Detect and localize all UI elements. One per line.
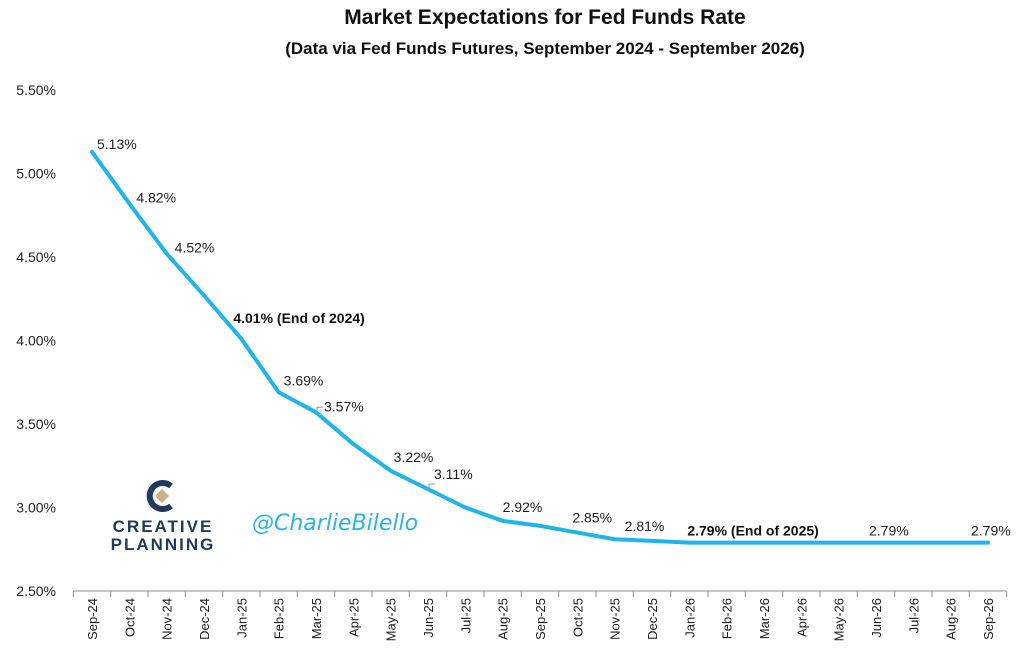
data-point [799,541,803,545]
data-point [650,539,654,543]
x-tick-label: Aug-26 [944,598,959,640]
data-label: 2.79% (End of 2025) [687,523,819,539]
data-label: 3.22% [394,449,434,465]
axes: 2.50% 3.00% 3.50% 4.00% 4.50% 5.00% 5.50% Sep-2… [16,82,1008,641]
data-label: 2.79% [971,523,1011,539]
y-tick-label: 3.50% [16,416,56,432]
data-point [277,390,281,394]
x-tick-label: Jun-25 [421,598,436,638]
data-point [986,541,990,545]
data-point [762,541,766,545]
chart-subtitle: (Data via Fed Funds Futures, September 2… [285,39,805,58]
data-label: 2.85% [572,510,612,526]
data-point [239,337,243,341]
x-tick-label: Nov-24 [160,598,175,640]
data-point [389,469,393,473]
y-tick-label: 5.00% [16,166,56,182]
data-point [874,541,878,545]
data-label: 4.01% (End of 2024) [233,310,364,326]
chart-title: Market Expectations for Fed Funds Rate [344,6,745,29]
x-tick-label: Nov-25 [608,598,623,640]
x-tick-label: Aug-25 [496,598,511,640]
series-layer [90,149,990,545]
data-point [501,519,505,523]
creative-planning-logo-icon [146,480,173,512]
data-label: 2.92% [503,499,543,515]
x-tick-label: Sep-24 [85,598,100,640]
x-tick-label: Dec-24 [197,598,212,640]
data-point [463,506,467,509]
data-point [426,487,430,491]
data-point [687,541,691,545]
data-point [911,541,915,545]
x-tick-label: Jul-26 [906,598,921,633]
y-tick-label: 5.50% [16,82,56,98]
leader-line [316,406,323,412]
x-tick-label: May-26 [832,598,847,641]
author-handle: @CharlieBilello [252,511,418,536]
x-tick-label: Oct-24 [122,598,137,637]
x-tick-label: Jan-26 [682,598,697,638]
data-point [949,541,953,545]
data-label: 4.82% [136,190,176,206]
x-tick-label: May-25 [384,598,399,641]
data-point [575,531,579,535]
data-point [613,537,617,541]
data-point [725,541,729,545]
x-tick-label: Oct-25 [570,598,585,637]
data-point [127,202,131,206]
data-label: 2.81% [625,518,665,534]
data-label: 3.57% [324,398,364,414]
x-tick-label: Apr-25 [346,598,361,637]
data-point [314,410,318,414]
x-tick-label: Jun-26 [869,598,884,638]
x-tick-label: Feb-25 [272,598,287,639]
x-tick-label: Apr-26 [794,598,809,637]
data-label: 4.52% [175,240,215,256]
data-point [90,150,94,154]
x-tick-label: Mar-26 [757,598,772,639]
data-label: 2.79% [869,523,909,539]
x-tick-label: Jan-25 [234,598,249,638]
data-label: 5.13% [97,136,137,152]
x-tick-label: Dec-25 [645,598,660,640]
data-point [837,541,841,545]
data-point [202,293,206,297]
data-point [351,442,355,446]
data-labels-layer: 5.13%4.82%4.52%4.01% (End of 2024)3.69%3… [97,136,1011,539]
logo-text-line1: CREATIVE [113,517,214,536]
data-label: 3.69% [284,372,324,388]
x-tick-label: Jul-25 [458,598,473,633]
x-tick-label: Feb-26 [720,598,735,639]
data-label: 3.11% [434,466,473,482]
y-tick-label: 2.50% [16,583,56,599]
data-point [165,252,169,256]
y-tick-label: 4.00% [16,333,56,349]
branding: CREATIVE PLANNING @CharlieBilello [111,480,418,554]
data-point [538,524,542,528]
leader-line [428,483,435,489]
x-tick-label: Sep-26 [981,598,996,640]
x-tick-label: Sep-25 [533,598,548,640]
logo-text-line2: PLANNING [111,535,216,554]
x-tick-label: Mar-25 [309,598,324,639]
y-tick-label: 4.50% [16,249,56,265]
y-tick-label: 3.00% [16,500,56,516]
series-line [90,149,990,545]
